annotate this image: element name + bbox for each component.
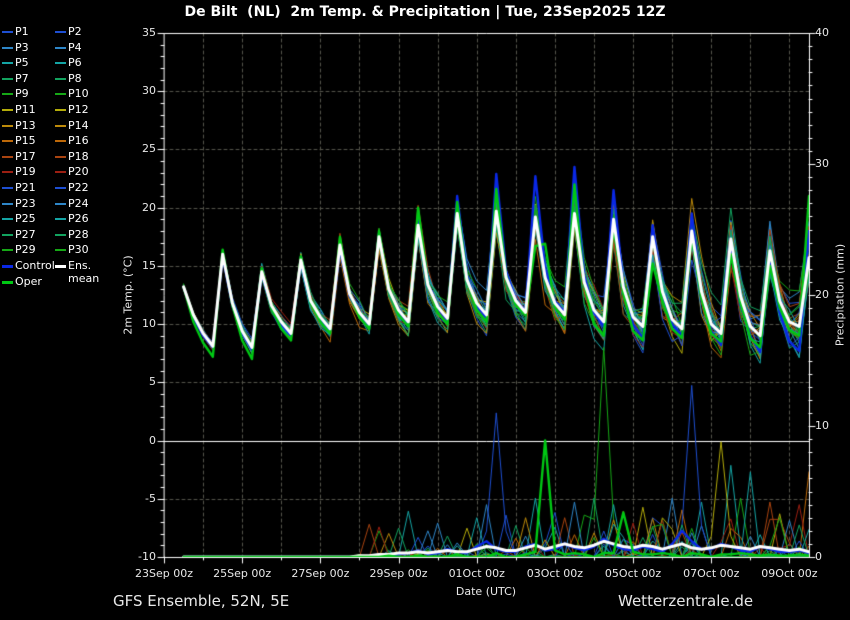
legend-label: P16 bbox=[68, 134, 89, 148]
footer-site-label: Wetterzentrale.de bbox=[618, 592, 754, 610]
legend-label: P10 bbox=[68, 87, 89, 101]
legend-swatch bbox=[2, 93, 13, 96]
legend-swatch bbox=[55, 31, 66, 33]
footer-model-label: GFS Ensemble, 52N, 5E bbox=[113, 592, 290, 610]
temp-tick-label: 0 bbox=[149, 433, 156, 447]
legend-label: P14 bbox=[68, 118, 89, 132]
legend-swatch bbox=[55, 187, 66, 189]
temp-tick-label: 15 bbox=[142, 258, 156, 272]
legend-label: P20 bbox=[68, 165, 89, 179]
legend-swatch bbox=[55, 171, 66, 174]
legend-swatch bbox=[55, 233, 66, 236]
legend-label: P28 bbox=[68, 227, 89, 241]
x-tick-label: 27Sep 00z bbox=[291, 567, 350, 580]
ensemble-legend: P1 P2 P3 P4 P5 P6 P7 P8 P9 P10 P11 P12 P13 P14 P15 P16 P… bbox=[0, 0, 118, 300]
legend-swatch bbox=[55, 62, 66, 65]
legend-swatch bbox=[55, 140, 66, 143]
temp-tick-label: 30 bbox=[142, 84, 156, 98]
legend-swatch bbox=[55, 124, 66, 127]
legend-label: P12 bbox=[68, 103, 89, 116]
x-tick-label: 03Oct 00z bbox=[526, 567, 584, 580]
legend-swatch bbox=[2, 218, 13, 221]
legend-label: P4 bbox=[68, 40, 82, 54]
temp-tick-label: 5 bbox=[149, 375, 156, 389]
legend-label: P23 bbox=[15, 196, 36, 210]
temp-tick-label: -10 bbox=[138, 550, 156, 563]
legend-label: P3 bbox=[15, 40, 29, 54]
legend-swatch bbox=[55, 46, 66, 49]
temp-tick-label: 20 bbox=[142, 200, 156, 214]
legend-label: P1 bbox=[15, 25, 29, 38]
legend-swatch bbox=[55, 93, 66, 96]
legend-swatch bbox=[55, 109, 66, 111]
x-tick-label: 01Oct 00z bbox=[448, 567, 505, 580]
legend-swatch bbox=[2, 202, 13, 205]
legend-label: P2 bbox=[68, 25, 82, 38]
legend-swatch bbox=[2, 265, 13, 268]
legend-swatch bbox=[2, 249, 13, 252]
legend-swatch bbox=[55, 155, 66, 158]
legend-label: P9 bbox=[15, 87, 29, 101]
legend-label: P15 bbox=[15, 134, 36, 148]
legend-label: P21 bbox=[15, 181, 36, 194]
legend-swatch bbox=[2, 171, 13, 174]
legend-label: P19 bbox=[15, 165, 36, 179]
legend-label: P8 bbox=[68, 71, 82, 85]
legend-swatch bbox=[55, 249, 66, 252]
legend-label: P5 bbox=[15, 56, 29, 70]
legend-label: P6 bbox=[68, 56, 82, 70]
legend-swatch bbox=[55, 202, 66, 205]
temp-axis-title: 2m Temp. (°C) bbox=[121, 255, 135, 335]
legend-label: P29 bbox=[15, 243, 36, 257]
legend-label: P26 bbox=[68, 212, 89, 226]
legend-label: P11 bbox=[15, 103, 36, 116]
x-axis-title: Date (UTC) bbox=[455, 585, 517, 598]
x-tick-label: 29Sep 00z bbox=[369, 567, 428, 580]
temp-tick-label: 10 bbox=[142, 317, 156, 331]
legend-label: P13 bbox=[15, 118, 36, 132]
x-tick-label: 07Oct 00z bbox=[683, 567, 740, 580]
legend-label: P7 bbox=[15, 71, 29, 85]
precip-tick-label: 20 bbox=[815, 288, 829, 301]
x-tick-label: 09Oct 00z bbox=[761, 567, 818, 580]
precip-tick-label: 10 bbox=[815, 419, 829, 432]
legend-swatch bbox=[2, 62, 13, 65]
legend-label: Control bbox=[15, 259, 55, 272]
legend-swatch bbox=[55, 77, 66, 80]
x-tick-label: 05Oct 00z bbox=[604, 567, 662, 580]
precip-tick-label: 0 bbox=[815, 550, 822, 563]
temp-tick-label: -5 bbox=[145, 491, 156, 505]
legend-swatch bbox=[2, 233, 13, 236]
legend-swatch bbox=[2, 77, 13, 80]
legend-label: P30 bbox=[68, 243, 89, 257]
legend-label: P24 bbox=[68, 196, 89, 210]
temp-tick-label: 35 bbox=[142, 26, 156, 39]
legend-swatch bbox=[2, 155, 13, 158]
legend-swatch bbox=[2, 124, 13, 127]
legend-label: P18 bbox=[68, 149, 89, 163]
precip-tick-label: 30 bbox=[815, 157, 829, 170]
legend-swatch bbox=[2, 140, 13, 143]
legend-swatch bbox=[2, 31, 13, 33]
legend-label: P17 bbox=[15, 149, 36, 163]
precip-axis-title: Precipitation (mm) bbox=[833, 243, 847, 347]
page-title: De Bilt (NL) 2m Temp. & Precipitation | … bbox=[184, 4, 666, 20]
legend-swatch bbox=[2, 46, 13, 49]
temp-tick-label: 25 bbox=[142, 142, 156, 156]
x-tick-label: 23Sep 00z bbox=[135, 567, 193, 580]
legend-label: Oper bbox=[15, 274, 42, 288]
legend-swatch bbox=[55, 265, 66, 268]
precip-tick-label: 40 bbox=[815, 26, 829, 39]
legend-label: Ens. mean bbox=[68, 259, 100, 285]
legend-swatch bbox=[2, 109, 13, 111]
legend-label: P25 bbox=[15, 212, 36, 226]
legend-label: P22 bbox=[68, 181, 89, 194]
x-tick-label: 25Sep 00z bbox=[213, 567, 272, 580]
legend-swatch bbox=[55, 218, 66, 221]
legend-swatch bbox=[2, 280, 13, 284]
legend-swatch bbox=[2, 187, 13, 189]
legend-label: P27 bbox=[15, 227, 36, 241]
